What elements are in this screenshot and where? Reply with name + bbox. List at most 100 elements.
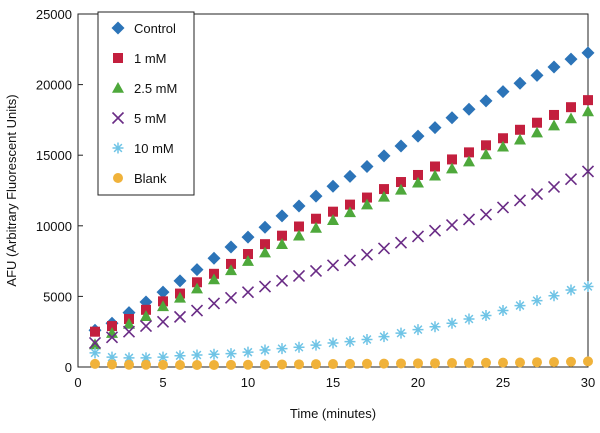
data-point: [310, 221, 322, 233]
legend-label: Control: [134, 21, 176, 36]
data-point: [293, 229, 305, 241]
data-point: [479, 94, 493, 108]
data-point: [413, 358, 423, 369]
data-point: [481, 357, 491, 368]
data-point: [243, 249, 253, 260]
y-tick-label: 15000: [36, 148, 72, 163]
data-point: [395, 327, 407, 339]
data-point: [463, 313, 475, 325]
data-point: [156, 315, 170, 328]
data-point: [343, 254, 357, 267]
x-axis-title: Time (minutes): [290, 406, 376, 421]
data-point: [243, 359, 253, 370]
data-point: [191, 349, 203, 361]
data-point: [89, 347, 101, 359]
data-point: [122, 325, 136, 338]
data-point: [379, 184, 389, 195]
data-point: [292, 199, 306, 213]
data-point: [549, 109, 559, 120]
data-point: [480, 309, 492, 321]
data-point: [479, 208, 493, 221]
data-point: [498, 357, 508, 368]
data-point: [412, 324, 424, 336]
data-point: [513, 76, 527, 90]
data-point: [209, 360, 219, 371]
data-point: [311, 359, 321, 370]
data-point: [173, 310, 187, 323]
data-point: [326, 259, 340, 272]
data-point: [532, 117, 542, 128]
data-point: [549, 357, 559, 368]
data-point: [294, 359, 304, 370]
data-point: [361, 333, 373, 345]
data-point: [309, 264, 323, 278]
data-point: [260, 359, 270, 370]
data-point: [259, 246, 271, 258]
data-point: [532, 357, 542, 368]
data-point: [361, 198, 373, 210]
data-point: [396, 358, 406, 369]
legend-label: Blank: [134, 171, 167, 186]
data-point: [191, 282, 203, 294]
y-tick-label: 20000: [36, 78, 72, 93]
data-point: [496, 85, 510, 99]
data-point: [566, 356, 576, 367]
y-tick-label: 10000: [36, 219, 72, 234]
data-point: [124, 359, 134, 370]
series-10-mm: [89, 281, 594, 364]
data-point: [260, 239, 270, 250]
data-point: [564, 52, 578, 66]
data-point: [394, 139, 408, 153]
data-point: [531, 295, 543, 307]
data-point: [275, 209, 289, 223]
data-point: [581, 165, 595, 178]
data-point: [107, 359, 117, 370]
data-point: [140, 352, 152, 364]
data-point: [207, 297, 221, 310]
data-point: [173, 274, 187, 288]
data-point: [395, 183, 407, 195]
data-point: [225, 348, 237, 360]
data-point: [311, 213, 321, 224]
data-point: [583, 356, 593, 367]
data-point: [378, 331, 390, 343]
data-point: [327, 337, 339, 349]
data-point: [377, 242, 391, 255]
data-point: [226, 258, 236, 269]
data-point: [123, 352, 135, 364]
legend: Control 1 mM 2.5 mM 5 mM 10 mM Blank: [97, 11, 195, 196]
data-point: [514, 300, 526, 312]
legend-label: 2.5 mM: [134, 81, 177, 96]
data-point: [429, 169, 441, 181]
data-point: [428, 224, 442, 237]
data-point: [327, 214, 339, 225]
x-tick-label: 5: [159, 375, 166, 390]
data-point: [462, 213, 476, 226]
data-point: [192, 277, 202, 288]
data-point: [360, 159, 374, 173]
data-point: [242, 255, 254, 266]
data-point: [293, 341, 305, 353]
data-point: [411, 129, 425, 143]
data-point: [396, 177, 406, 188]
data-point: [513, 194, 527, 207]
data-point: [531, 126, 543, 138]
series-layer: [88, 46, 595, 371]
data-point: [480, 148, 492, 160]
data-point: [362, 358, 372, 369]
series-2-5-mm: [89, 105, 594, 350]
x-tick-label: 25: [496, 375, 510, 390]
data-point: [90, 358, 100, 369]
data-point: [275, 274, 289, 287]
data-point: [105, 331, 119, 344]
data-point: [174, 350, 186, 362]
data-point: [328, 206, 338, 217]
data-point: [141, 304, 151, 315]
data-point: [481, 140, 491, 151]
data-point: [360, 248, 374, 261]
data-point: [309, 189, 323, 203]
data-point: [515, 124, 525, 135]
data-point: [276, 238, 288, 249]
data-point: [445, 111, 459, 125]
data-point: [446, 162, 458, 174]
